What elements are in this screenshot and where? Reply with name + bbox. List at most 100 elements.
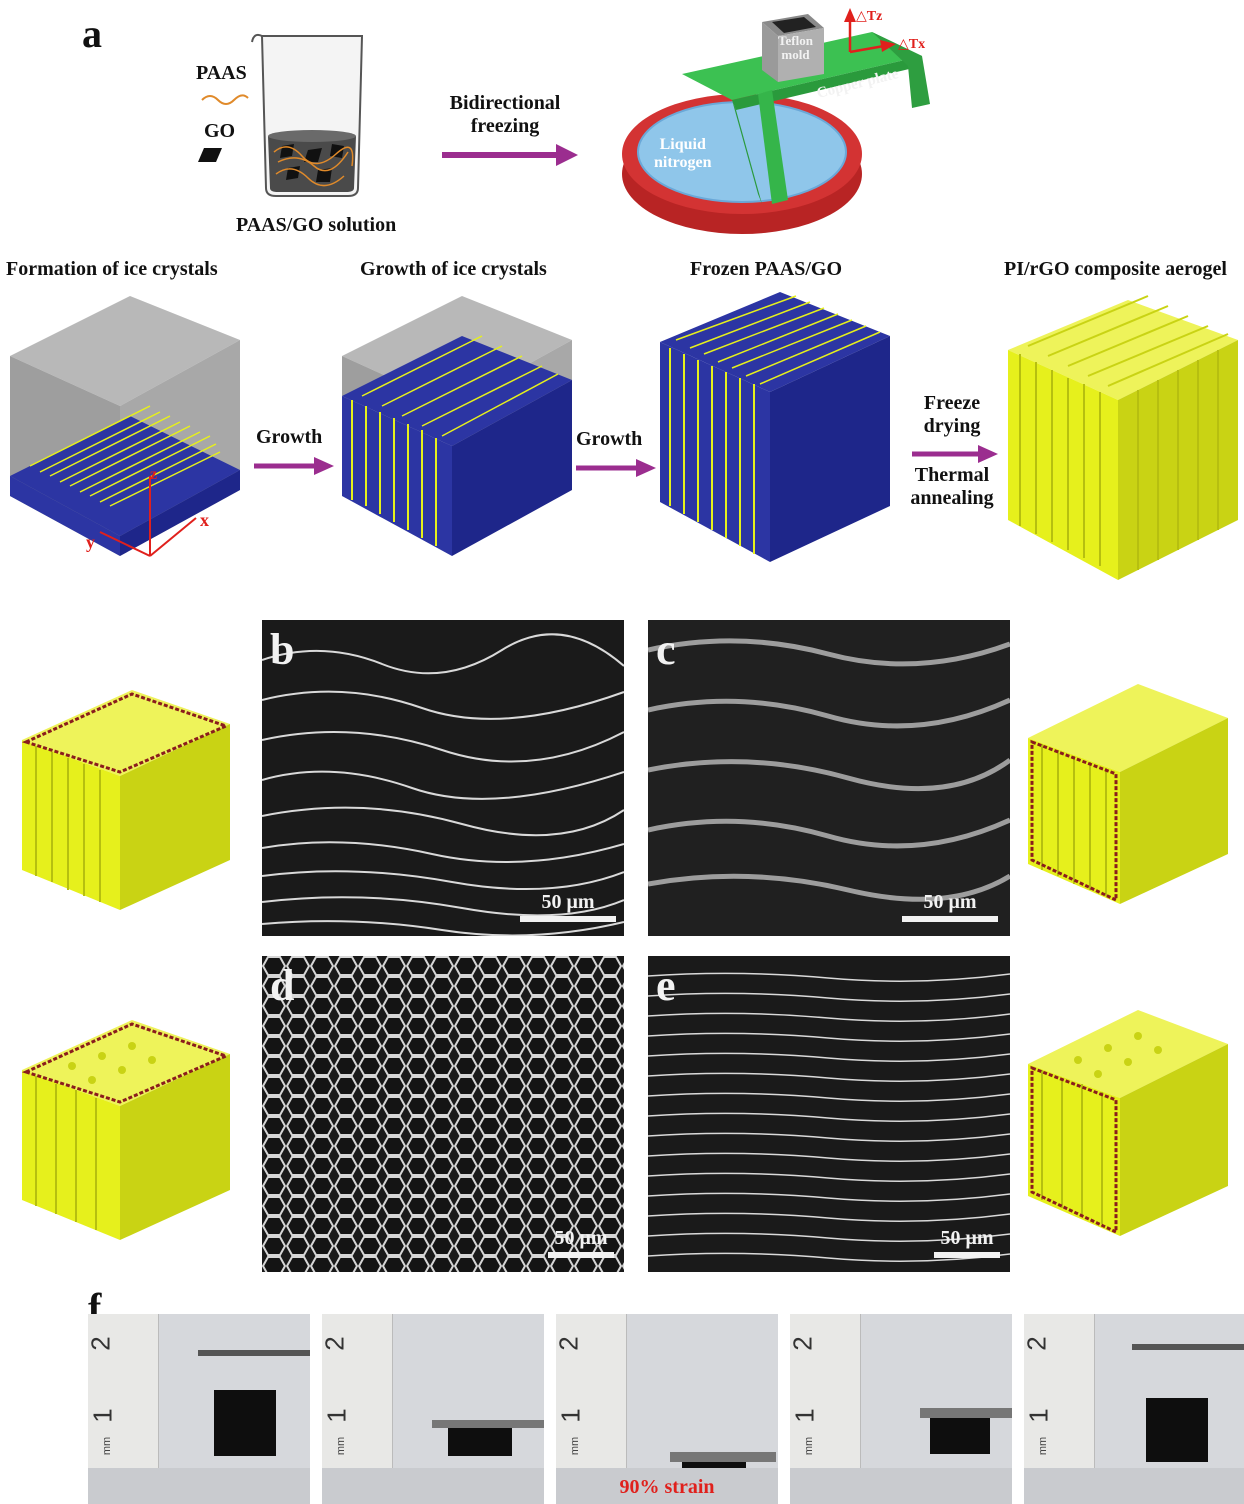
sem-image-e: e 50 μm [648,956,1010,1272]
aerogel-side-view-xy [22,690,231,910]
sem-d-scale-label: 50 μm [554,1227,608,1249]
arrow1-line1: Bidirectional [449,92,561,114]
mold-line2: mold [781,47,810,62]
sem-b-scale-label: 50 μm [541,891,595,913]
sem-d-scale-line [548,1252,614,1258]
freezing-arrow-icon [442,144,578,166]
ruler-unit: mm [101,1436,114,1456]
arrow1-line2: freezing [470,115,540,137]
sem-image-d: d 50 μm [262,956,624,1272]
aerogel-side-view-yz [1028,684,1228,904]
ruler-mark-2: 2 [790,1336,818,1351]
step3-line4: annealing [910,487,994,509]
ruler-mark-2: 2 [322,1336,350,1351]
sem-e-texture [648,972,1010,1262]
nitrogen-line2: nitrogen [654,154,712,171]
sem-d-scale-bar: 50 μm [548,1227,614,1258]
step3-line2: drying [923,415,981,437]
stage4-title: PI/rGO composite aerogel [1004,258,1227,280]
compression-plate [920,1408,1012,1418]
aerogel-sample [930,1418,990,1454]
compression-photo-5: 2 1 mm [1024,1314,1244,1504]
legend-go-label: GO [204,120,236,142]
legend-paas-label: PAAS [196,62,247,84]
axis-x-label: x [200,510,209,530]
ruler-mark-1: 1 [1024,1408,1054,1423]
sem-d-texture [262,956,624,1272]
sem-e-scale-line [934,1252,1000,1258]
solution-label: PAAS/GO solution [236,214,397,236]
ruler-unit: mm [803,1436,816,1456]
stage3-cube [660,292,890,562]
step3-bottom-text: Thermal annealing [904,464,1000,510]
growth-arrow-2 [576,459,656,477]
aerogel-side-view-xy-2 [22,1020,231,1240]
beaker-icon [251,33,364,197]
sem-c-scale-label: 50 μm [923,891,977,913]
sem-e-letter: e [656,961,676,1010]
mold-line1: Teflon [778,33,813,48]
ruler-mark-1: 1 [322,1408,352,1423]
stage2-title: Growth of ice crystals [360,258,547,280]
sem-c-scale-line [902,916,998,922]
ruler-mark-1: 1 [88,1408,118,1423]
table-surface [1024,1468,1244,1504]
delta-tz-label: △Tz [856,9,883,24]
sem-e-scale-label: 50 μm [940,1227,994,1249]
table-surface [322,1468,544,1504]
sem-d-letter: d [270,961,295,1010]
sem-b-letter: b [270,625,295,674]
growth2-label: Growth [576,428,643,450]
sem-image-b: b 50 μm [262,620,624,936]
sem-c-letter: c [656,625,676,674]
nitrogen-line1: Liquid [659,136,706,153]
table-surface [790,1468,1012,1504]
stage3-title: Frozen PAAS/GO [690,258,843,280]
freeze-dry-arrow [912,445,998,463]
sem-b-texture [262,633,624,936]
paas-chain-icon [201,94,249,105]
arrow1-text: Bidirectional freezing [444,92,566,138]
aerogel-side-view-yz-2 [1028,1010,1228,1236]
ruler-mark-1: 1 [790,1408,820,1423]
compression-plate [1132,1344,1244,1350]
ruler-unit: mm [335,1436,348,1456]
compression-plate [198,1350,310,1356]
ruler-mark-2: 2 [1024,1336,1052,1351]
go-sheet-icon [198,148,222,162]
step3-top-text: Freeze drying [904,392,1000,438]
sem-b-scale-line [520,916,616,922]
compression-photo-4: 2 1 mm [790,1314,1012,1504]
table-surface [88,1468,310,1504]
sem-b-scale-bar: 50 μm [520,891,616,922]
sem-c-scale-bar: 50 μm [902,891,998,922]
ruler-unit: mm [569,1436,582,1456]
ruler-mark-2: 2 [88,1336,116,1351]
growth-arrow-1 [254,457,334,475]
sem-image-c: c 50 μm [648,620,1010,936]
step3-line1: Freeze [923,392,981,414]
step3-line3: Thermal [914,464,990,486]
compression-photo-3: 2 1 mm 90% strain [556,1314,778,1504]
panel-letter-a: a [82,11,102,56]
sem-c-texture [648,638,1010,902]
axis-z-label: z [150,466,158,483]
nitrogen-label: Liquid nitrogen [654,136,711,172]
sem-e-scale-bar: 50 μm [934,1227,1000,1258]
stage1-cube [10,296,240,557]
compression-photo-2: 2 1 mm [322,1314,544,1504]
aerogel-sample [1146,1398,1208,1462]
strain-label: 90% strain [619,1476,715,1498]
stage2-cube [342,296,572,556]
compression-plate [432,1420,544,1428]
ruler-mark-2: 2 [556,1336,584,1351]
aerogel-sample [448,1428,512,1456]
mold-label: Teflon mold [778,34,813,62]
ruler-unit: mm [1037,1436,1050,1456]
compression-plate [670,1452,776,1462]
ruler-mark-1: 1 [556,1408,586,1423]
freezing-apparatus [622,8,930,234]
compression-photo-1: 2 1 mm [88,1314,310,1504]
table-surface [556,1468,778,1504]
growth1-label: Growth [256,426,323,448]
